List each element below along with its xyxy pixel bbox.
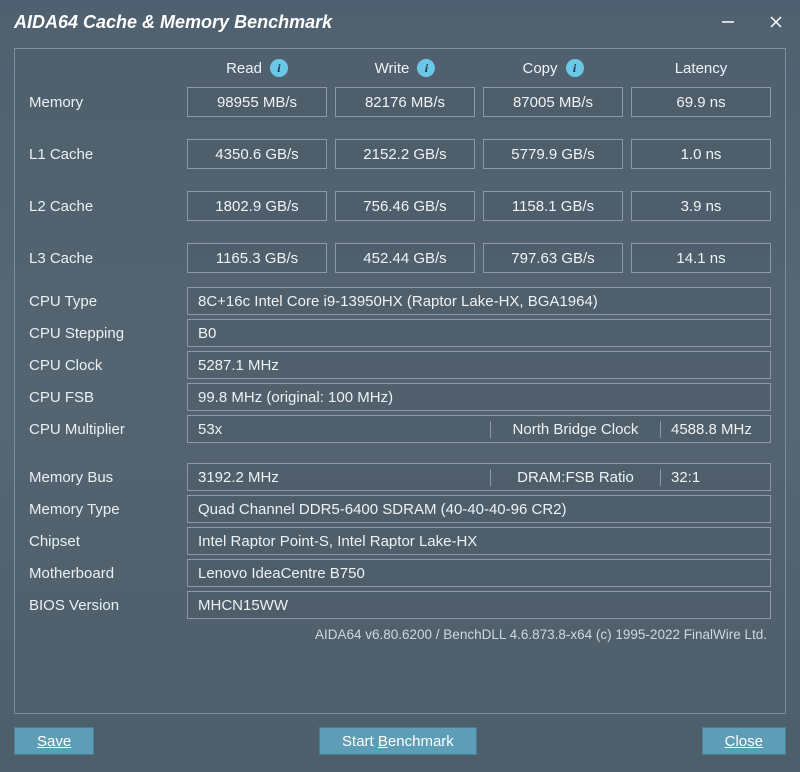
row-label: Memory — [29, 94, 179, 111]
info-value: 8C+16c Intel Core i9-13950HX (Raptor Lak… — [187, 287, 771, 315]
info-motherboard: Motherboard Lenovo IdeaCentre B750 — [29, 559, 771, 587]
cell-l2-read[interactable]: 1802.9 GB/s — [187, 191, 327, 221]
info-label: Memory Type — [29, 501, 179, 518]
nb-clock-label: North Bridge Clock — [490, 421, 660, 438]
info-value: Quad Channel DDR5-6400 SDRAM (40-40-40-9… — [187, 495, 771, 523]
minimize-button[interactable] — [718, 12, 738, 32]
info-label: Motherboard — [29, 565, 179, 582]
info-value: MHCN15WW — [187, 591, 771, 619]
cell-l3-copy[interactable]: 797.63 GB/s — [483, 243, 623, 273]
cell-l1-write[interactable]: 2152.2 GB/s — [335, 139, 475, 169]
col-latency: Latency — [631, 60, 771, 77]
cell-l1-latency[interactable]: 1.0 ns — [631, 139, 771, 169]
cell-l2-latency[interactable]: 3.9 ns — [631, 191, 771, 221]
bottom-bar: Save Start Benchmark Close — [14, 724, 786, 758]
info-icon[interactable]: i — [417, 59, 435, 77]
row-memory: Memory 98955 MB/s 82176 MB/s 87005 MB/s … — [29, 87, 771, 117]
info-value: 3192.2 MHz — [188, 469, 490, 486]
row-l1: L1 Cache 4350.6 GB/s 2152.2 GB/s 5779.9 … — [29, 139, 771, 169]
info-value: Lenovo IdeaCentre B750 — [187, 559, 771, 587]
info-chipset: Chipset Intel Raptor Point-S, Intel Rapt… — [29, 527, 771, 555]
info-value: 5287.1 MHz — [187, 351, 771, 379]
cell-l2-write[interactable]: 756.46 GB/s — [335, 191, 475, 221]
info-label: Chipset — [29, 533, 179, 550]
info-icon[interactable]: i — [566, 59, 584, 77]
save-label: Save — [37, 733, 71, 750]
cell-memory-latency[interactable]: 69.9 ns — [631, 87, 771, 117]
info-label: CPU Clock — [29, 357, 179, 374]
info-cpu-clock: CPU Clock 5287.1 MHz — [29, 351, 771, 379]
cell-l1-read[interactable]: 4350.6 GB/s — [187, 139, 327, 169]
cell-l1-copy[interactable]: 5779.9 GB/s — [483, 139, 623, 169]
system-info: CPU Type 8C+16c Intel Core i9-13950HX (R… — [29, 287, 771, 619]
info-memory-bus: Memory Bus 3192.2 MHz DRAM:FSB Ratio 32:… — [29, 463, 771, 491]
info-label: CPU Stepping — [29, 325, 179, 342]
info-cpu-fsb: CPU FSB 99.8 MHz (original: 100 MHz) — [29, 383, 771, 411]
column-headers: Read i Write i Copy i Latency — [29, 59, 771, 77]
close-button[interactable] — [766, 12, 786, 32]
col-latency-label: Latency — [675, 60, 728, 77]
info-label: BIOS Version — [29, 597, 179, 614]
info-value: 99.8 MHz (original: 100 MHz) — [187, 383, 771, 411]
dram-ratio-value: 32:1 — [660, 469, 770, 486]
info-value: Intel Raptor Point-S, Intel Raptor Lake-… — [187, 527, 771, 555]
info-value-split: 3192.2 MHz DRAM:FSB Ratio 32:1 — [187, 463, 771, 491]
titlebar: AIDA64 Cache & Memory Benchmark — [0, 0, 800, 44]
row-label: L3 Cache — [29, 250, 179, 267]
col-copy: Copy i — [483, 59, 623, 77]
info-value-split: 53x North Bridge Clock 4588.8 MHz — [187, 415, 771, 443]
row-l2: L2 Cache 1802.9 GB/s 756.46 GB/s 1158.1 … — [29, 191, 771, 221]
info-icon[interactable]: i — [270, 59, 288, 77]
info-label: CPU FSB — [29, 389, 179, 406]
col-copy-label: Copy — [522, 60, 557, 77]
cell-l3-read[interactable]: 1165.3 GB/s — [187, 243, 327, 273]
info-cpu-type: CPU Type 8C+16c Intel Core i9-13950HX (R… — [29, 287, 771, 315]
cell-memory-read[interactable]: 98955 MB/s — [187, 87, 327, 117]
info-cpu-stepping: CPU Stepping B0 — [29, 319, 771, 347]
cell-memory-write[interactable]: 82176 MB/s — [335, 87, 475, 117]
cell-l3-latency[interactable]: 14.1 ns — [631, 243, 771, 273]
info-memory-type: Memory Type Quad Channel DDR5-6400 SDRAM… — [29, 495, 771, 523]
row-label: L1 Cache — [29, 146, 179, 163]
window-controls — [718, 12, 786, 32]
info-value: 53x — [188, 421, 490, 438]
info-label: Memory Bus — [29, 469, 179, 486]
info-bios: BIOS Version MHCN15WW — [29, 591, 771, 619]
main-panel: Read i Write i Copy i Latency Memory 989… — [14, 48, 786, 714]
cell-l3-write[interactable]: 452.44 GB/s — [335, 243, 475, 273]
row-label: L2 Cache — [29, 198, 179, 215]
col-write-label: Write — [375, 60, 410, 77]
dram-ratio-label: DRAM:FSB Ratio — [490, 469, 660, 486]
row-l3: L3 Cache 1165.3 GB/s 452.44 GB/s 797.63 … — [29, 243, 771, 273]
close-action-button[interactable]: Close — [702, 727, 786, 755]
version-footer: AIDA64 v6.80.6200 / BenchDLL 4.6.873.8-x… — [29, 627, 771, 642]
close-label: Close — [725, 733, 763, 750]
window-title: AIDA64 Cache & Memory Benchmark — [14, 12, 718, 33]
cell-memory-copy[interactable]: 87005 MB/s — [483, 87, 623, 117]
benchmark-window: AIDA64 Cache & Memory Benchmark Read i W… — [0, 0, 800, 772]
cell-l2-copy[interactable]: 1158.1 GB/s — [483, 191, 623, 221]
start-benchmark-button[interactable]: Start Benchmark — [319, 727, 477, 755]
col-read-label: Read — [226, 60, 262, 77]
info-label: CPU Type — [29, 293, 179, 310]
col-write: Write i — [335, 59, 475, 77]
col-read: Read i — [187, 59, 327, 77]
start-label: Start Benchmark — [342, 733, 454, 750]
save-button[interactable]: Save — [14, 727, 94, 755]
nb-clock-value: 4588.8 MHz — [660, 421, 770, 438]
info-value: B0 — [187, 319, 771, 347]
info-cpu-multiplier: CPU Multiplier 53x North Bridge Clock 45… — [29, 415, 771, 443]
info-label: CPU Multiplier — [29, 421, 179, 438]
